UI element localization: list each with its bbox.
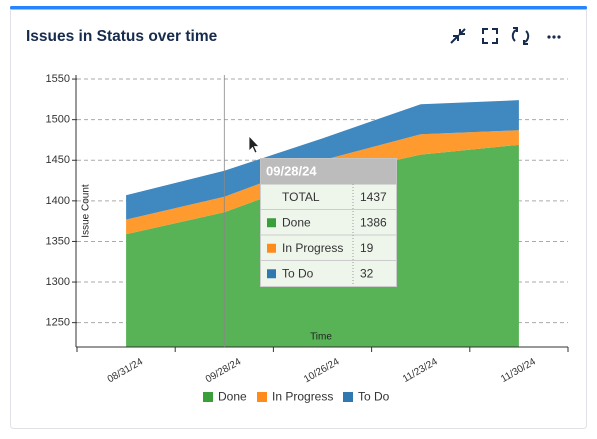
- y-tick-label: 1550: [46, 73, 70, 85]
- legend-label: To Do: [358, 390, 390, 404]
- tooltip-value: 1437: [360, 190, 387, 204]
- tooltip: 09/28/24 TOTAL 1437 Done 1386 In Progress 19 To…: [260, 158, 397, 287]
- widget-title: Issues in Status over time: [26, 28, 218, 45]
- tooltip-header: [260, 158, 397, 185]
- y-axis-label: Issue Count: [81, 184, 92, 238]
- minimize-icon[interactable]: [450, 28, 466, 44]
- card-accent: [10, 6, 587, 10]
- tooltip-swatch: [267, 269, 276, 279]
- legend-label: In Progress: [272, 390, 333, 404]
- y-tick-label: 1350: [46, 235, 70, 247]
- legend-swatch: [203, 392, 213, 402]
- tooltip-label: TOTAL: [282, 190, 320, 204]
- tooltip-label: Done: [282, 215, 311, 229]
- x-axis-label: Time: [310, 332, 332, 343]
- legend-swatch: [257, 392, 267, 402]
- y-tick-label: 1450: [46, 154, 70, 166]
- tooltip-value: 32: [360, 266, 374, 280]
- tooltip-swatch: [267, 218, 276, 228]
- tooltip-swatch: [267, 243, 276, 253]
- refresh-icon[interactable]: [511, 27, 530, 45]
- legend-label: Done: [218, 390, 247, 404]
- tooltip-value: 19: [360, 241, 374, 255]
- more-icon[interactable]: [547, 35, 561, 39]
- mouse-cursor: [248, 135, 260, 154]
- y-tick-label: 1300: [46, 276, 70, 288]
- tooltip-value: 1386: [360, 215, 387, 229]
- tooltip-label: To Do: [282, 266, 314, 280]
- fullscreen-icon[interactable]: [482, 28, 498, 44]
- y-tick-label: 1250: [46, 317, 70, 329]
- legend-swatch: [343, 392, 353, 402]
- y-tick-label: 1400: [46, 195, 70, 207]
- tooltip-date: 09/28/24: [266, 163, 317, 178]
- y-tick-label: 1500: [46, 114, 70, 126]
- tooltip-label: In Progress: [282, 241, 343, 255]
